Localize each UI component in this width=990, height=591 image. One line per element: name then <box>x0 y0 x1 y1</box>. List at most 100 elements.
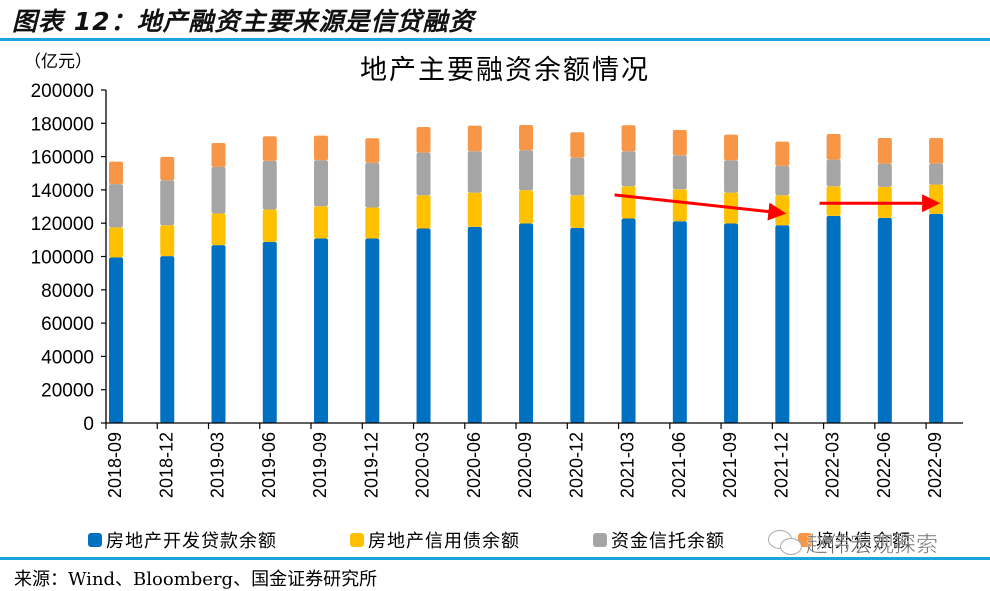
x-tick-label-2022-09: 2022-09 <box>925 432 945 498</box>
bar-segment-s0-2022-06 <box>877 217 892 423</box>
x-tick-label-2019-06: 2019-06 <box>259 432 279 498</box>
bar-segment-s0-2018-09 <box>109 257 123 423</box>
bar-segment-s1-2019-03 <box>211 213 226 246</box>
bar-segment-s0-2019-12 <box>365 238 380 423</box>
x-tick-label-2020-03: 2020-03 <box>413 432 433 498</box>
bar-segment-s2-2018-12 <box>160 180 175 226</box>
bar-segment-s0-2021-12 <box>775 225 790 423</box>
bar-segment-s1-2022-09 <box>929 184 944 214</box>
y-tick-label-60000: 60000 <box>41 314 94 335</box>
bar-segment-s2-2022-06 <box>877 163 892 187</box>
watermark: 赵伟宏观探索 <box>768 527 938 559</box>
bar-segment-s1-2019-06 <box>262 209 277 242</box>
x-tick-label-2021-12: 2021-12 <box>771 432 791 498</box>
y-tick-label-80000: 80000 <box>41 281 94 302</box>
bar-segment-s1-2020-03 <box>416 195 431 229</box>
x-tick-label-2021-09: 2021-09 <box>720 432 740 498</box>
legend-item-dev-loans: 房地产开发贷款余额 <box>88 527 277 553</box>
bar-segment-s1-2019-12 <box>365 207 380 239</box>
wechat-icon <box>768 530 802 556</box>
bar-segment-s3-2020-09 <box>519 124 534 151</box>
bar-segment-s2-2021-03 <box>621 151 636 187</box>
y-tick-label-120000: 120000 <box>31 214 94 235</box>
bar-segment-s2-2018-09 <box>109 184 123 228</box>
bar-segment-s3-2022-06 <box>877 137 892 164</box>
bottom-rule <box>0 557 990 560</box>
y-axis-unit-label: （亿元） <box>24 52 92 72</box>
y-tick-label-180000: 180000 <box>31 114 94 135</box>
y-tick-label-40000: 40000 <box>41 347 94 368</box>
bar-segment-s2-2021-12 <box>775 165 790 196</box>
legend-label-dev-loans: 房地产开发贷款余额 <box>106 531 277 552</box>
bar-segment-s1-2020-09 <box>519 190 534 224</box>
bar-segment-s3-2021-06 <box>672 129 687 156</box>
y-tick-label-100000: 100000 <box>31 248 94 269</box>
watermark-text: 赵伟宏观探索 <box>806 533 939 559</box>
axes-layer: 0 20000 40000 60000 80000 100000 120000 140000 1… <box>31 81 963 498</box>
trend-arrow-1 <box>614 193 787 221</box>
bar-segment-s1-2021-03 <box>621 186 636 219</box>
legend-swatch-trust <box>593 533 607 547</box>
bars-layer <box>109 124 944 423</box>
bar-segment-s3-2019-06 <box>262 136 277 161</box>
x-tick-label-2020-12: 2020-12 <box>566 432 586 498</box>
top-rule <box>0 38 990 41</box>
bar-segment-s3-2019-09 <box>314 135 329 161</box>
bar-segment-s2-2021-09 <box>724 160 739 193</box>
bar-segment-s0-2020-03 <box>416 228 431 423</box>
x-tick-label-2019-12: 2019-12 <box>361 432 381 498</box>
legend-label-credit-bonds: 房地产信用债余额 <box>368 531 520 552</box>
x-tick-label-2021-03: 2021-03 <box>618 432 638 498</box>
x-tick-label-2019-03: 2019-03 <box>208 432 228 498</box>
bar-segment-s0-2020-12 <box>570 227 585 423</box>
bar-segment-s3-2020-06 <box>467 125 482 152</box>
bar-segment-s1-2021-12 <box>775 195 790 226</box>
x-tick-label-2019-09: 2019-09 <box>310 432 330 498</box>
legend-item-offshore-bonds: 境外债余额 <box>798 527 911 553</box>
y-tick-label-160000: 160000 <box>31 148 94 169</box>
bar-segment-s1-2022-03 <box>826 186 841 216</box>
legend-label-trust: 资金信托余额 <box>611 531 725 552</box>
legend-item-trust: 资金信托余额 <box>593 527 725 553</box>
bar-segment-s2-2019-03 <box>211 166 226 214</box>
bar-segment-s3-2022-03 <box>826 133 841 160</box>
legend-item-credit-bonds: 房地产信用债余额 <box>350 527 520 553</box>
legend: 房地产开发贷款余额 房地产信用债余额 资金信托余额 境外债余额 <box>88 527 988 553</box>
x-tick-label-2022-06: 2022-06 <box>874 432 894 498</box>
bar-segment-s2-2021-06 <box>672 155 687 190</box>
bar-segment-s2-2019-06 <box>262 160 277 210</box>
x-tick-label-2018-09: 2018-09 <box>105 432 125 498</box>
bar-segment-s0-2021-06 <box>672 221 687 423</box>
x-tick-label-2020-09: 2020-09 <box>515 432 535 498</box>
bar-segment-s3-2021-12 <box>775 141 790 166</box>
bar-segment-s0-2019-03 <box>211 245 226 423</box>
bar-segment-s3-2021-09 <box>724 134 739 161</box>
legend-swatch-dev-loans <box>88 533 102 547</box>
bar-segment-s0-2021-03 <box>621 218 636 423</box>
bar-segment-s0-2019-06 <box>262 241 277 423</box>
bar-segment-s1-2019-09 <box>314 206 329 239</box>
x-tick-label-2022-03: 2022-03 <box>823 432 843 498</box>
bar-segment-s1-2018-09 <box>109 227 123 258</box>
y-tick-label-0: 0 <box>83 414 94 435</box>
bar-segment-s0-2021-09 <box>724 223 739 423</box>
bar-segment-s0-2020-09 <box>519 223 534 423</box>
bar-segment-s2-2020-12 <box>570 157 585 196</box>
y-tick-label-20000: 20000 <box>41 381 94 402</box>
x-tick-label-2018-12: 2018-12 <box>156 432 176 498</box>
bar-segment-s0-2020-06 <box>467 226 482 423</box>
y-tick-label-140000: 140000 <box>31 181 94 202</box>
legend-swatch-credit-bonds <box>350 533 364 547</box>
bar-segment-s2-2019-09 <box>314 160 329 207</box>
legend-label-offshore-bonds: 境外债余额 <box>816 531 911 552</box>
bar-segment-s0-2018-12 <box>160 256 175 423</box>
bar-segment-s2-2020-09 <box>519 150 534 191</box>
bar-segment-s2-2022-09 <box>929 163 944 185</box>
bar-segment-s1-2018-12 <box>160 225 175 257</box>
bar-segment-s2-2022-03 <box>826 159 841 187</box>
chart-title: 地产主要融资余额情况 <box>360 55 650 86</box>
bar-segment-s3-2020-12 <box>570 132 585 158</box>
bar-segment-s0-2019-09 <box>314 238 329 423</box>
source-note: 来源：Wind、Bloomberg、国金证券研究所 <box>14 569 378 590</box>
